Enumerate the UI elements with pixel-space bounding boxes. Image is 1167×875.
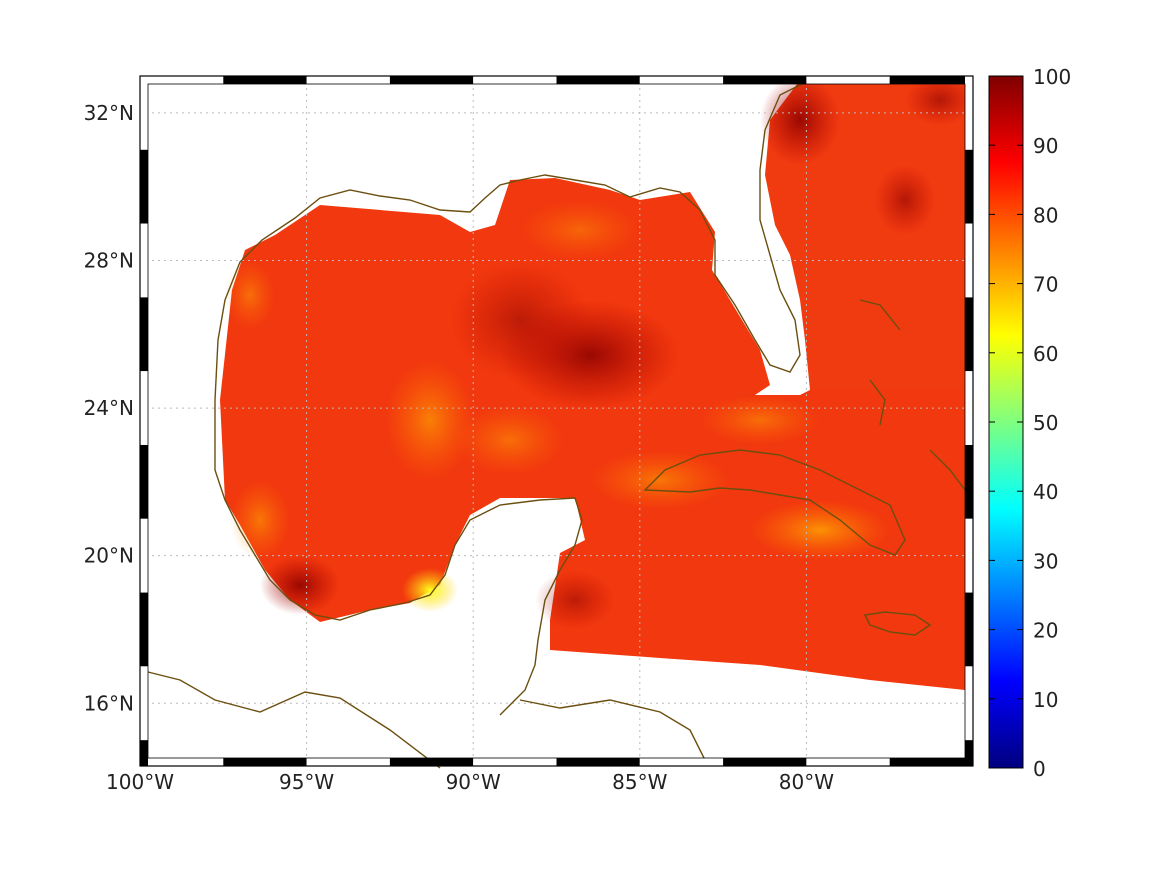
frame-top-seg xyxy=(806,76,890,84)
frame-left-seg xyxy=(140,76,148,150)
colorbar-tick-label: 70 xyxy=(1033,273,1058,297)
data-field xyxy=(220,76,973,690)
frame-border xyxy=(139,75,974,767)
frame-bottom-seg xyxy=(889,758,973,766)
frame-left-seg xyxy=(140,297,148,372)
longitude-labels: 100°W 95°W 90°W 85°W 80°W xyxy=(106,770,834,794)
frame-right-seg xyxy=(965,223,973,298)
colorbar-tick-label: 30 xyxy=(1033,549,1058,573)
lon-label: 90°W xyxy=(446,770,501,794)
lon-label: 85°W xyxy=(612,770,667,794)
shading xyxy=(225,76,973,630)
frame-right-seg xyxy=(965,592,973,667)
frame-right-seg xyxy=(965,149,973,224)
frame-bottom-seg xyxy=(223,758,307,766)
frame-right-seg xyxy=(965,518,973,593)
lon-label: 100°W xyxy=(106,770,174,794)
colorbar-tick-label: 60 xyxy=(1033,342,1058,366)
colorbar-tick-label: 90 xyxy=(1033,134,1058,158)
lat-label: 32°N xyxy=(84,101,134,125)
lat-label: 28°N xyxy=(84,248,134,272)
frame-bottom-seg xyxy=(473,758,557,766)
frame-top-seg xyxy=(473,76,557,84)
colorbar-tick-label: 20 xyxy=(1033,619,1058,643)
frame-bottom-seg xyxy=(389,758,474,766)
colorbar-tick-label: 80 xyxy=(1033,203,1058,227)
lat-label: 20°N xyxy=(84,544,134,568)
lon-label: 95°W xyxy=(279,770,334,794)
gulf-field xyxy=(220,178,965,690)
latitude-labels: 32°N 28°N 24°N 20°N 16°N xyxy=(84,101,134,715)
colorbar-tick-label: 100 xyxy=(1033,65,1071,89)
frame-inner-border xyxy=(147,83,966,759)
frame-left-seg xyxy=(140,740,148,766)
frame-bottom-seg xyxy=(723,758,807,766)
frame-left-seg xyxy=(140,518,148,593)
frame-right-seg xyxy=(965,666,973,741)
frame-top-seg xyxy=(889,76,973,84)
frame-top-seg xyxy=(223,76,307,84)
frame-left-seg xyxy=(140,149,148,224)
coastlines xyxy=(139,79,966,769)
frame-left-seg xyxy=(140,666,148,741)
frame-bottom-seg xyxy=(639,758,724,766)
frame-right-seg xyxy=(965,444,973,519)
frame-left-seg xyxy=(140,371,148,445)
frame-top-seg xyxy=(723,76,807,84)
frame-left-seg xyxy=(140,592,148,667)
frame-bottom-seg xyxy=(140,758,224,766)
lon-label: 80°W xyxy=(779,770,834,794)
frame-left-seg xyxy=(140,223,148,298)
frame-top-seg xyxy=(306,76,390,84)
frame-bottom-seg xyxy=(806,758,890,766)
frame-top-seg xyxy=(140,76,224,84)
colorbar-tick-label: 50 xyxy=(1033,411,1058,435)
frame-right-seg xyxy=(965,371,973,445)
frame-bottom-seg xyxy=(556,758,640,766)
map-frame xyxy=(139,75,974,767)
frame-left-seg xyxy=(140,444,148,519)
frame-right-seg xyxy=(965,76,973,150)
colorbar-tick-label: 0 xyxy=(1033,757,1046,781)
frame-right-seg xyxy=(965,740,973,766)
frame-bottom-seg xyxy=(306,758,390,766)
colorbar-tick-label: 10 xyxy=(1033,688,1058,712)
frame-top-seg xyxy=(639,76,724,84)
lat-label: 16°N xyxy=(84,691,134,715)
colorbar-tick-label: 40 xyxy=(1033,480,1058,504)
frame-top-seg xyxy=(556,76,640,84)
lat-label: 24°N xyxy=(84,396,134,420)
frame-right-seg xyxy=(965,297,973,372)
frame-top-seg xyxy=(389,76,474,84)
